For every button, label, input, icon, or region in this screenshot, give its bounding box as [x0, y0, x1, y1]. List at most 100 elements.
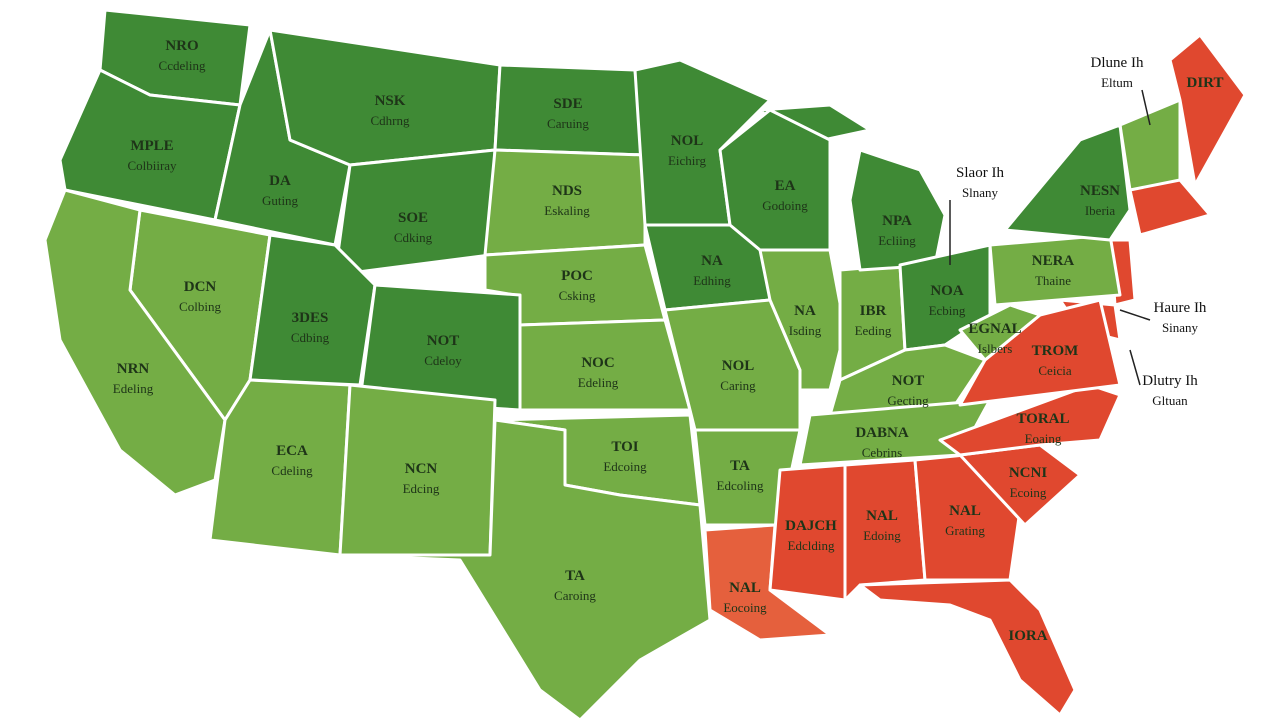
state-label: EGNAL	[968, 321, 1021, 337]
state-sublabel: Eoaing	[1025, 431, 1062, 446]
state-sublabel: Cdeling	[271, 463, 313, 478]
state-label: NPA	[882, 213, 912, 229]
callout-label: Slaor Ih	[956, 165, 1004, 181]
state-shape	[1003, 123, 1132, 242]
state-sublabel: Guting	[262, 193, 299, 208]
leader-line	[1129, 349, 1141, 386]
state-shape	[208, 378, 352, 557]
state-label: 3DES	[292, 310, 329, 326]
state-sublabel: Edcing	[403, 481, 440, 496]
state-label: NAL	[949, 503, 981, 519]
state-sublabel: Cdhrng	[371, 113, 411, 128]
state-label: SOE	[398, 210, 428, 226]
state-sublabel: Ecliing	[878, 233, 916, 248]
state-sublabel: Caroing	[554, 588, 596, 603]
state-label: DCN	[184, 279, 217, 295]
state-sublabel: Edoing	[863, 528, 901, 543]
state-label: IORA	[1008, 628, 1047, 644]
callout-label: Haure Ih	[1154, 300, 1207, 316]
callout-label: Dlune Ih	[1091, 55, 1144, 71]
state-label: NOT	[892, 373, 925, 389]
state-label: NA	[794, 303, 816, 319]
state-label: NRO	[165, 38, 198, 54]
state-sublabel: Godoing	[762, 198, 808, 213]
state-label: DA	[269, 173, 291, 189]
state-label: DABNA	[855, 425, 909, 441]
state-sublabel: Iberia	[1085, 203, 1116, 218]
state-sublabel: Eocoing	[723, 600, 767, 615]
state-label: DAJCH	[785, 518, 837, 534]
state-label: IBR	[860, 303, 887, 319]
state-shape	[958, 303, 1042, 362]
state-sublabel: Caruing	[547, 116, 589, 131]
state-labels: NRO Ccdeling MPLE Colbiiray DA Guting NSK Cdhrn…	[113, 38, 1224, 644]
callout-label: Dlutry Ih	[1142, 373, 1198, 389]
state-label: TOI	[611, 439, 638, 455]
state-label: TORAL	[1016, 411, 1069, 427]
state-sublabel: Edeling	[113, 381, 154, 396]
state-sublabel: Edeling	[578, 375, 619, 390]
callout-sublabel: Sinany	[1162, 320, 1199, 335]
state-sublabel: Cdeloy	[424, 353, 462, 368]
state-sublabel: Edclding	[788, 538, 835, 553]
state-label: NESN	[1080, 183, 1120, 199]
state-shape	[338, 418, 712, 720]
state-label: NOT	[427, 333, 460, 349]
state-sublabel: Ccdeling	[159, 58, 206, 73]
state-label: NERA	[1032, 253, 1075, 269]
state-label: NOL	[671, 133, 704, 149]
state-label: NRN	[117, 361, 150, 377]
state-sublabel: Ceicia	[1038, 363, 1071, 378]
state-sublabel: Cebrins	[862, 445, 902, 460]
states	[43, 8, 1247, 720]
state-label: NOC	[581, 355, 614, 371]
state-label: NSK	[375, 93, 406, 109]
callout-sublabel: Gltuan	[1152, 393, 1188, 408]
state-shape	[848, 148, 947, 272]
leader-line	[1119, 309, 1151, 321]
state-shape	[1128, 178, 1212, 237]
state-label: DIRT	[1187, 75, 1224, 91]
callout-sublabel: Eltum	[1101, 75, 1133, 90]
state-label: TA	[730, 458, 750, 474]
state-shape	[43, 188, 227, 497]
state-sublabel: Eichirg	[668, 153, 707, 168]
state-sublabel: Csking	[559, 288, 596, 303]
state-sublabel: Gecting	[887, 393, 929, 408]
state-label: NAL	[729, 580, 761, 596]
state-sublabel: Edcoling	[717, 478, 764, 493]
state-label: NDS	[552, 183, 582, 199]
state-sublabel: Edcoing	[603, 459, 647, 474]
state-sublabel: Islbers	[978, 341, 1013, 356]
callout-lines	[949, 89, 1151, 386]
state-shape	[758, 248, 847, 392]
state-label: ECA	[276, 443, 308, 459]
state-sublabel: Edhing	[693, 273, 731, 288]
state-shape	[988, 233, 1122, 307]
state-label: NOA	[930, 283, 964, 299]
state-sublabel: Grating	[945, 523, 985, 538]
state-label: EA	[775, 178, 796, 194]
state-shape	[1168, 33, 1247, 187]
leader-line	[1141, 89, 1151, 126]
state-sublabel: Colbiiray	[127, 158, 177, 173]
state-label: NCNI	[1009, 465, 1047, 481]
state-label: MPLE	[130, 138, 173, 154]
state-shape	[858, 578, 1077, 717]
callouts: Dlune Ih Eltum Slaor Ih Slnany Haure Ih Sinan…	[956, 55, 1207, 408]
state-sublabel: Ecoing	[1010, 485, 1047, 500]
state-label: NAL	[866, 508, 898, 524]
state-label: NCN	[405, 461, 438, 477]
state-sublabel: Eeding	[855, 323, 892, 338]
state-sublabel: Thaine	[1035, 273, 1071, 288]
state-sublabel: Eskaling	[544, 203, 590, 218]
state-shape	[1118, 98, 1182, 192]
state-label: POC	[561, 268, 593, 284]
state-sublabel: Cdbing	[291, 330, 330, 345]
state-sublabel: Isding	[789, 323, 822, 338]
state-sublabel: Ecbing	[929, 303, 966, 318]
state-sublabel: Colbing	[179, 299, 221, 314]
state-sublabel: Cdking	[394, 230, 433, 245]
